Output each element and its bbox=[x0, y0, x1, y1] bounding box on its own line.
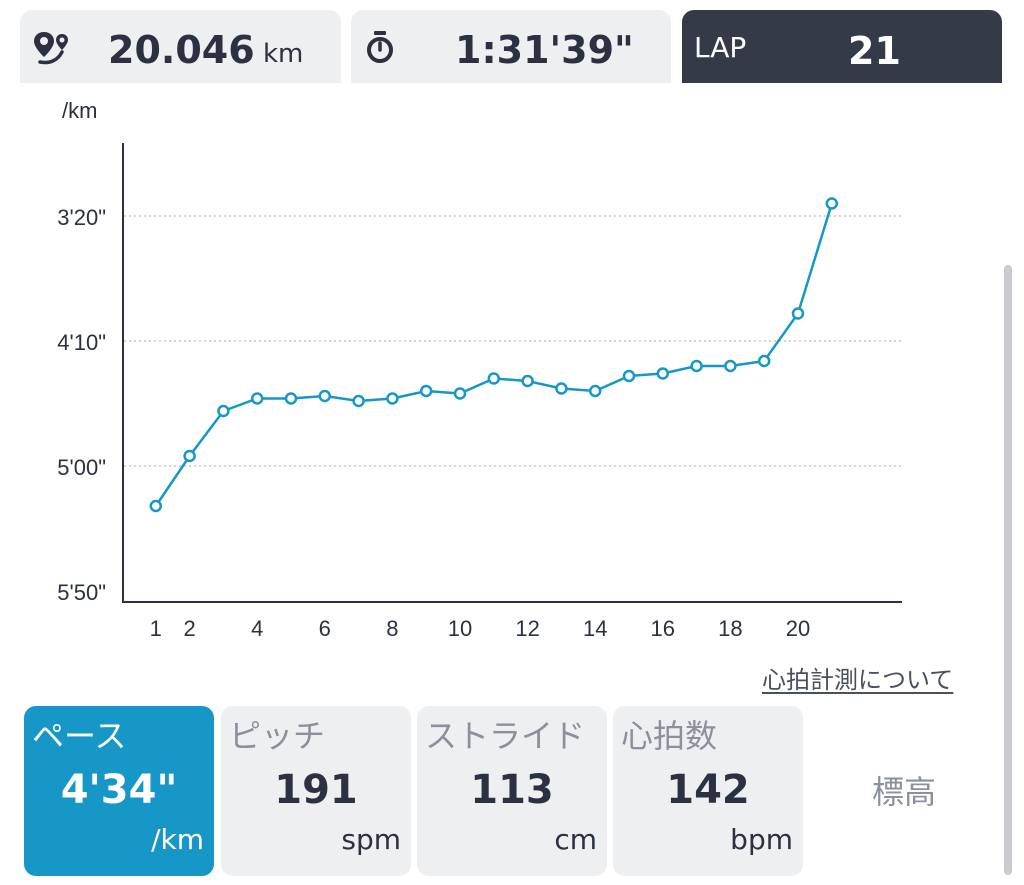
pace-chart: /km 3'20" 4'10" 5'00" 5'50" 1 2 4 6 8 10 12 14 16 18… bbox=[57, 98, 902, 641]
x-tick-label: 2 bbox=[183, 616, 195, 641]
y-axis-label: /km bbox=[62, 98, 97, 123]
heart-rate-info-link[interactable]: 心拍計測について bbox=[762, 666, 954, 694]
route-pin-icon bbox=[34, 32, 68, 65]
metric-card-stride[interactable]: ストライド 113 cm bbox=[417, 706, 607, 876]
data-point bbox=[656, 367, 670, 380]
data-point bbox=[419, 384, 433, 398]
data-point bbox=[757, 354, 771, 368]
stopwatch-icon bbox=[367, 31, 393, 63]
data-point bbox=[724, 359, 737, 373]
metric-value: 142 bbox=[666, 767, 750, 813]
metric-label: ペース bbox=[32, 717, 127, 755]
metric-label: ストライド bbox=[425, 717, 586, 755]
lap-label: LAP bbox=[694, 31, 747, 64]
metric-label: ピッチ bbox=[229, 717, 326, 755]
x-tick-label: 16 bbox=[651, 616, 675, 641]
data-point bbox=[318, 389, 332, 403]
lap-value: 21 bbox=[848, 29, 901, 73]
series-line bbox=[154, 203, 833, 507]
metric-value: 113 bbox=[470, 767, 554, 813]
data-point bbox=[453, 387, 467, 400]
data-point bbox=[588, 384, 602, 398]
x-tick-label: 18 bbox=[718, 616, 742, 641]
metric-value: 191 bbox=[274, 767, 358, 813]
data-point bbox=[622, 369, 636, 383]
data-point bbox=[284, 392, 298, 405]
y-tick-labels: 3'20" 4'10" 5'00" 5'50" bbox=[57, 205, 106, 605]
data-point bbox=[690, 359, 703, 373]
data-point bbox=[217, 404, 230, 418]
distance-unit: km bbox=[263, 39, 304, 69]
x-tick-label: 1 bbox=[150, 616, 162, 641]
x-tick-label: 20 bbox=[786, 616, 810, 641]
x-tick-label: 12 bbox=[515, 616, 539, 641]
data-point bbox=[352, 394, 365, 408]
x-tick-label: 10 bbox=[448, 616, 472, 641]
distance-stat: 20.046 km bbox=[20, 10, 341, 83]
data-point bbox=[183, 449, 196, 463]
metric-unit: /km bbox=[151, 823, 204, 856]
data-point bbox=[555, 382, 568, 395]
metric-label: 心拍数 bbox=[621, 717, 718, 755]
data-point bbox=[791, 307, 805, 320]
data-point bbox=[250, 392, 264, 405]
x-tick-labels: 1 2 4 6 8 10 12 14 16 18 20 bbox=[150, 616, 811, 641]
y-tick-label: 3'20" bbox=[57, 205, 106, 230]
chart-grid bbox=[124, 215, 902, 467]
metric-card-heart-rate[interactable]: 心拍数 142 bpm bbox=[613, 706, 803, 876]
metric-unit: bpm bbox=[730, 823, 793, 856]
x-tick-label: 8 bbox=[386, 616, 398, 641]
scrollbar[interactable] bbox=[1004, 265, 1012, 875]
y-tick-label: 5'50" bbox=[57, 580, 106, 605]
metric-unit: spm bbox=[341, 823, 401, 856]
data-point bbox=[149, 499, 163, 513]
y-tick-label: 4'10" bbox=[57, 330, 106, 355]
metric-card-pace[interactable]: ペース 4'34" /km bbox=[24, 706, 214, 876]
lap-stat[interactable]: LAP 21 bbox=[682, 10, 1002, 83]
data-point bbox=[825, 197, 839, 210]
data-point bbox=[487, 372, 501, 385]
x-tick-label: 6 bbox=[319, 616, 331, 641]
time-stat: 1:31'39" bbox=[351, 10, 671, 83]
x-tick-label: 14 bbox=[583, 616, 607, 641]
metric-card-pitch[interactable]: ピッチ 191 spm bbox=[221, 706, 411, 876]
metric-unit: cm bbox=[554, 823, 597, 856]
time-value: 1:31'39" bbox=[455, 28, 634, 72]
metric-value: 4'34" bbox=[60, 767, 178, 813]
data-point bbox=[521, 374, 534, 388]
data-point bbox=[386, 392, 399, 405]
distance-value: 20.046 bbox=[108, 28, 255, 72]
y-tick-label: 5'00" bbox=[57, 455, 106, 480]
x-tick-label: 4 bbox=[251, 616, 263, 641]
elevation-tab[interactable]: 標高 bbox=[872, 773, 937, 811]
series-points bbox=[149, 197, 839, 513]
